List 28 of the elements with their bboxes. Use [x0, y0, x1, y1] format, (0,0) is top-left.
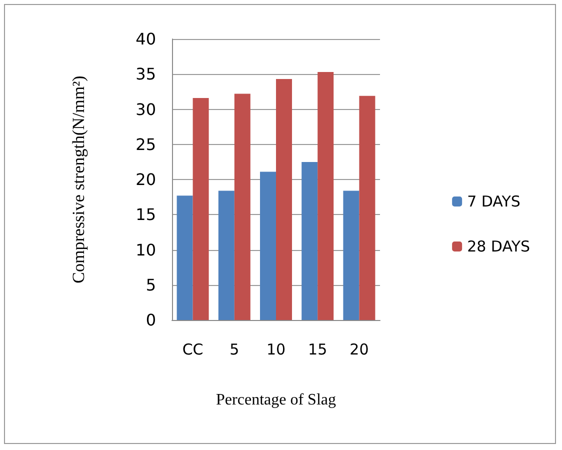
bar: [276, 79, 292, 320]
y-tick-label: 35: [136, 64, 156, 84]
bar: [218, 190, 234, 320]
x-tick-label: 15: [308, 340, 328, 358]
y-tick-label: 5: [146, 275, 156, 294]
x-tick-label: CC: [182, 340, 204, 358]
bar: [192, 98, 209, 320]
y-tick-label: 30: [136, 100, 156, 119]
bar: [302, 162, 318, 320]
y-tick-label: 40: [136, 30, 156, 48]
bar: [176, 196, 193, 320]
y-tick-label: 15: [136, 205, 156, 224]
y-tick-label: 0: [146, 310, 156, 330]
y-tick-label: 20: [136, 170, 156, 189]
bar: [234, 94, 250, 320]
y-tick-label: 25: [136, 134, 156, 154]
bar: [343, 190, 360, 320]
y-axis-title: Compressive strength(N/mm²): [69, 76, 88, 284]
x-axis-title: Percentage of Slag: [216, 392, 336, 408]
legend-label: 28 DAYS: [467, 238, 530, 256]
bar: [318, 72, 334, 320]
bar: [260, 172, 276, 320]
x-tick-label: 20: [350, 340, 369, 358]
y-tick-label: 10: [136, 240, 156, 260]
bar: [359, 96, 376, 320]
x-tick-label: 10: [266, 340, 286, 358]
x-tick-label: 5: [230, 340, 240, 358]
legend-label: 7 DAYS: [467, 192, 520, 210]
